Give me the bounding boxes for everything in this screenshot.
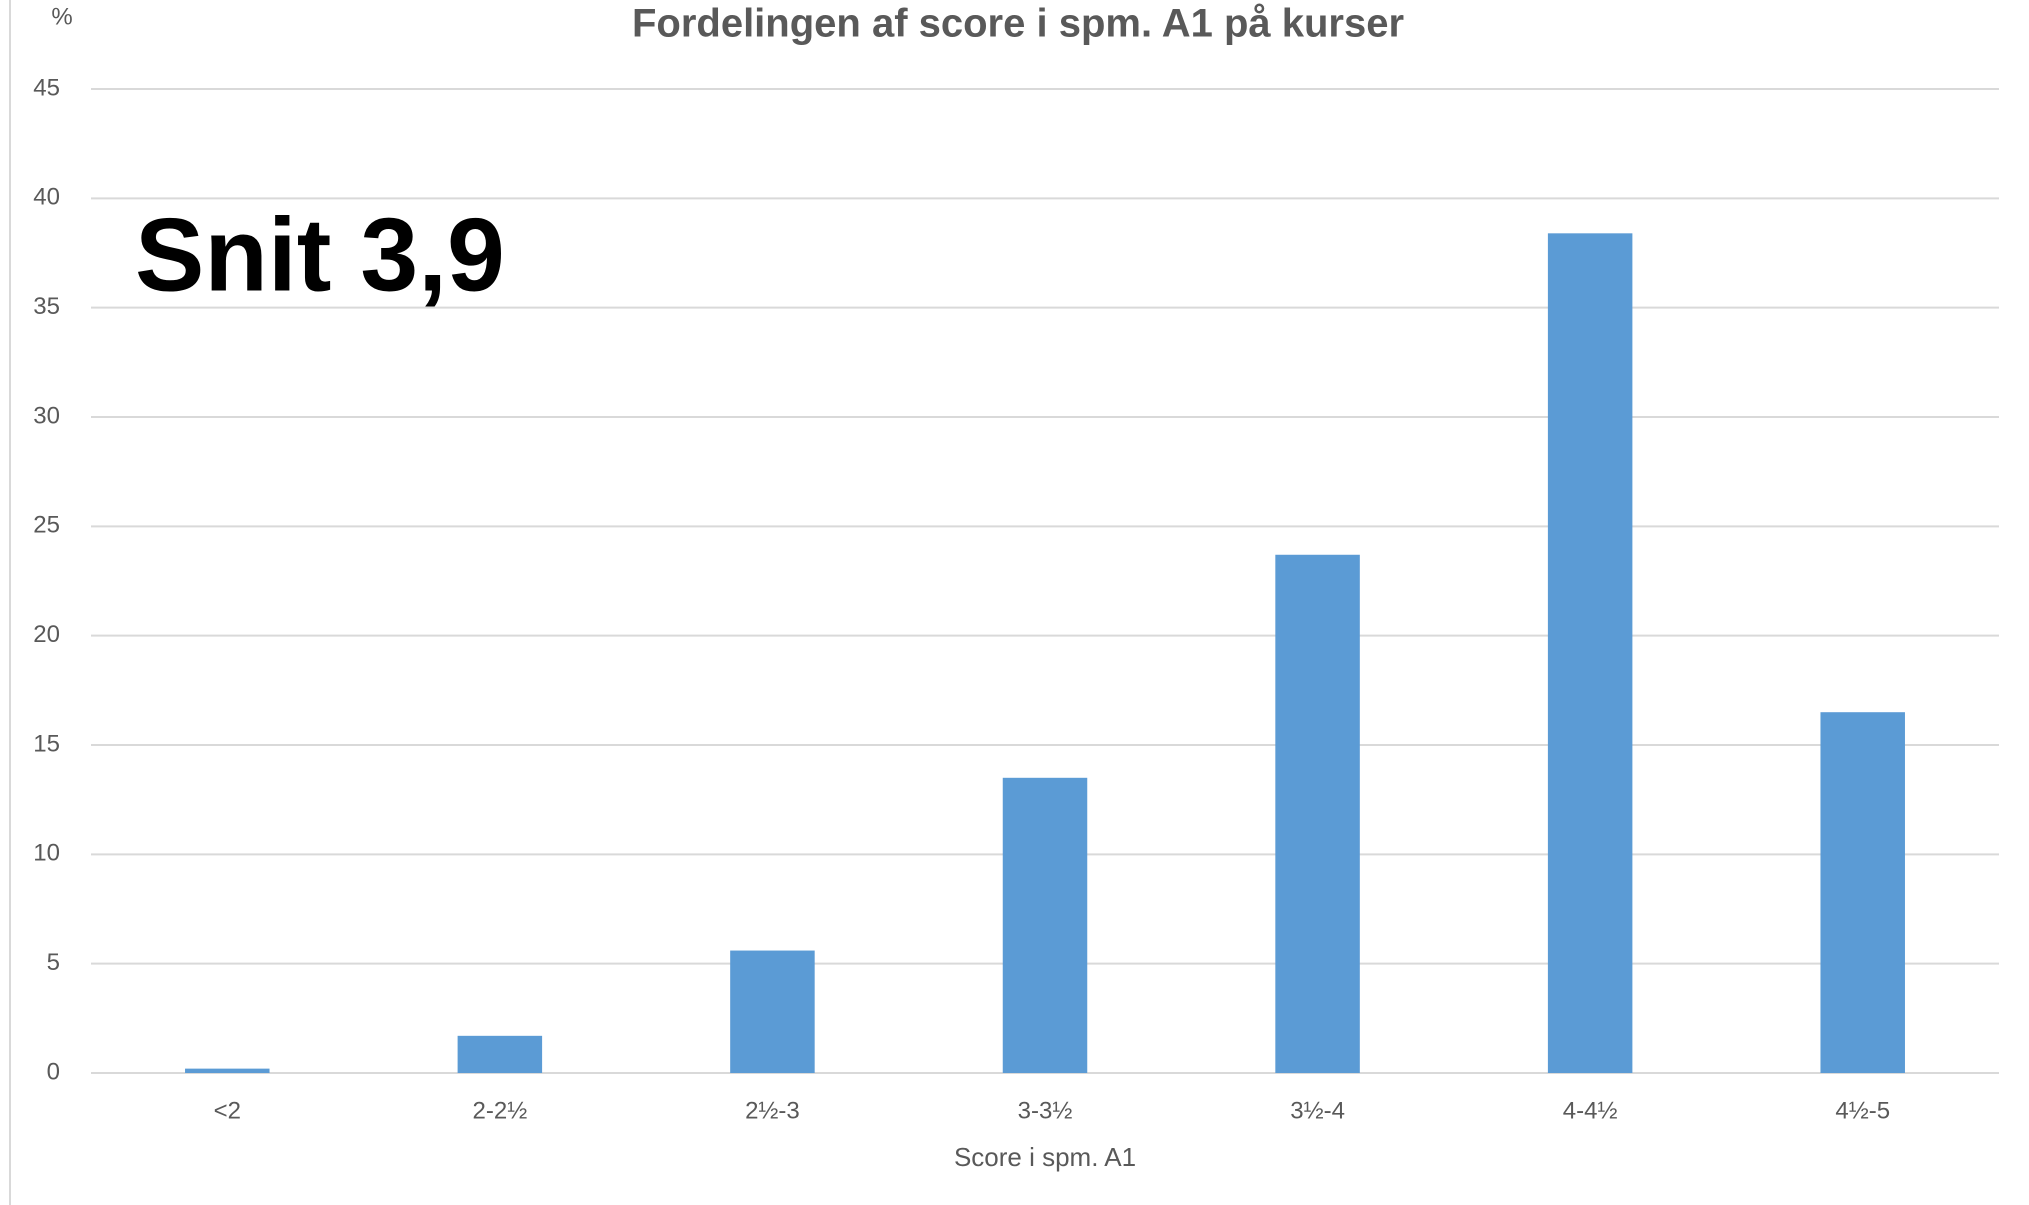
y-tick-label: 45 <box>33 74 60 101</box>
x-tick-label: 3-3½ <box>1018 1097 1073 1124</box>
grid: 0 5 10 15 20 25 30 35 40 45 <2 2-2½ 2½-3 3-3½ 3½-4 4-4½… <box>33 74 1999 1124</box>
chart-title: Fordelingen af score i spm. A1 på kurser <box>632 2 1404 46</box>
x-tick-label: 4-4½ <box>1563 1097 1618 1124</box>
x-tick-label: 4½-5 <box>1835 1097 1890 1124</box>
bar <box>730 950 815 1073</box>
y-tick-label: 25 <box>33 512 60 539</box>
annotation: Snit 3,9 <box>135 197 505 313</box>
y-axis-label: % <box>51 3 72 30</box>
bar <box>1547 233 1633 1073</box>
x-tick-label: 2-2½ <box>473 1097 528 1124</box>
y-tick-label: 30 <box>33 402 60 429</box>
x-tick-label: 2½-3 <box>745 1097 800 1124</box>
x-tick-label: <2 <box>214 1097 241 1124</box>
bar <box>457 1035 543 1073</box>
bar <box>1820 712 1905 1073</box>
bar <box>1002 777 1088 1073</box>
bar <box>1275 554 1360 1073</box>
y-tick-label: 20 <box>33 621 60 648</box>
x-tick-label: 3½-4 <box>1290 1097 1345 1124</box>
y-tick-label: 0 <box>47 1058 60 1085</box>
bars <box>185 233 1905 1073</box>
bar <box>185 1068 270 1073</box>
y-tick-label: 10 <box>33 840 60 867</box>
y-tick-label: 15 <box>33 730 60 757</box>
y-tick-label: 5 <box>47 949 60 976</box>
x-axis-label: Score i spm. A1 <box>954 1142 1136 1172</box>
y-tick-label: 35 <box>33 293 60 320</box>
y-tick-label: 40 <box>33 184 60 211</box>
